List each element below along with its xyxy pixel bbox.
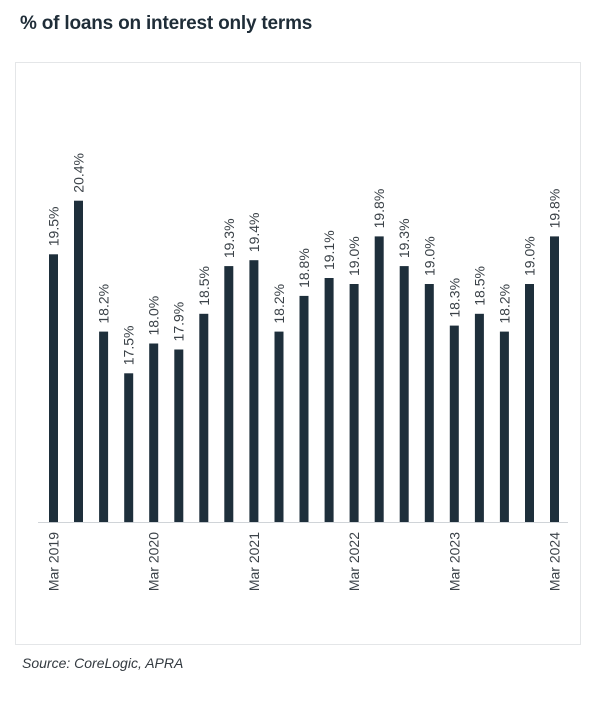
bar: [99, 331, 109, 522]
x-tick-label: Mar 2021: [246, 532, 262, 591]
data-label: 19.8%: [547, 189, 563, 229]
bar: [474, 313, 484, 523]
bar: [349, 284, 359, 522]
x-tick-label: Mar 2019: [46, 532, 62, 591]
data-label: 19.1%: [321, 230, 337, 270]
data-label: 19.5%: [46, 207, 62, 247]
data-label: 17.9%: [171, 302, 187, 342]
data-label: 19.0%: [521, 236, 537, 276]
data-label: 18.0%: [146, 296, 162, 336]
x-tick-label: Mar 2024: [547, 532, 563, 591]
x-tick-label: Mar 2022: [346, 532, 362, 591]
data-label: 18.3%: [446, 278, 462, 318]
bar: [274, 331, 284, 522]
data-label: 18.2%: [496, 284, 512, 324]
bar: [124, 373, 134, 523]
bar: [449, 325, 459, 522]
bar: [74, 200, 83, 522]
data-label: 20.4%: [71, 153, 87, 193]
x-tick-label: Mar 2023: [446, 532, 462, 591]
bar: [299, 295, 309, 522]
bar: [550, 236, 559, 522]
bar: [149, 343, 159, 522]
bar: [399, 266, 409, 522]
data-label: 18.8%: [296, 248, 312, 288]
bar: [424, 284, 434, 522]
bar: [374, 236, 384, 522]
data-label: 17.5%: [121, 326, 137, 366]
bar: [199, 313, 209, 523]
data-label: 19.8%: [371, 189, 387, 229]
data-label: 19.4%: [246, 212, 262, 252]
chart-title: % of loans on interest only terms: [20, 13, 313, 34]
data-label: 19.3%: [221, 218, 237, 258]
data-label: 18.5%: [196, 266, 212, 306]
bar: [174, 349, 184, 522]
x-tick-label: Mar 2020: [146, 532, 162, 591]
bar: [324, 278, 334, 522]
bar: [224, 266, 234, 522]
data-label: 19.0%: [346, 236, 362, 276]
data-label: 18.2%: [271, 284, 287, 324]
data-label: 19.0%: [421, 236, 437, 276]
data-label: 19.3%: [396, 218, 412, 258]
bar: [49, 254, 58, 523]
bar: [499, 331, 509, 522]
bar: [525, 284, 534, 522]
bar: [249, 260, 259, 522]
data-label: 18.2%: [96, 284, 112, 324]
data-label: 18.5%: [471, 266, 487, 306]
source-note: Source: CoreLogic, APRA: [22, 655, 184, 671]
chart-frame: [15, 62, 581, 645]
